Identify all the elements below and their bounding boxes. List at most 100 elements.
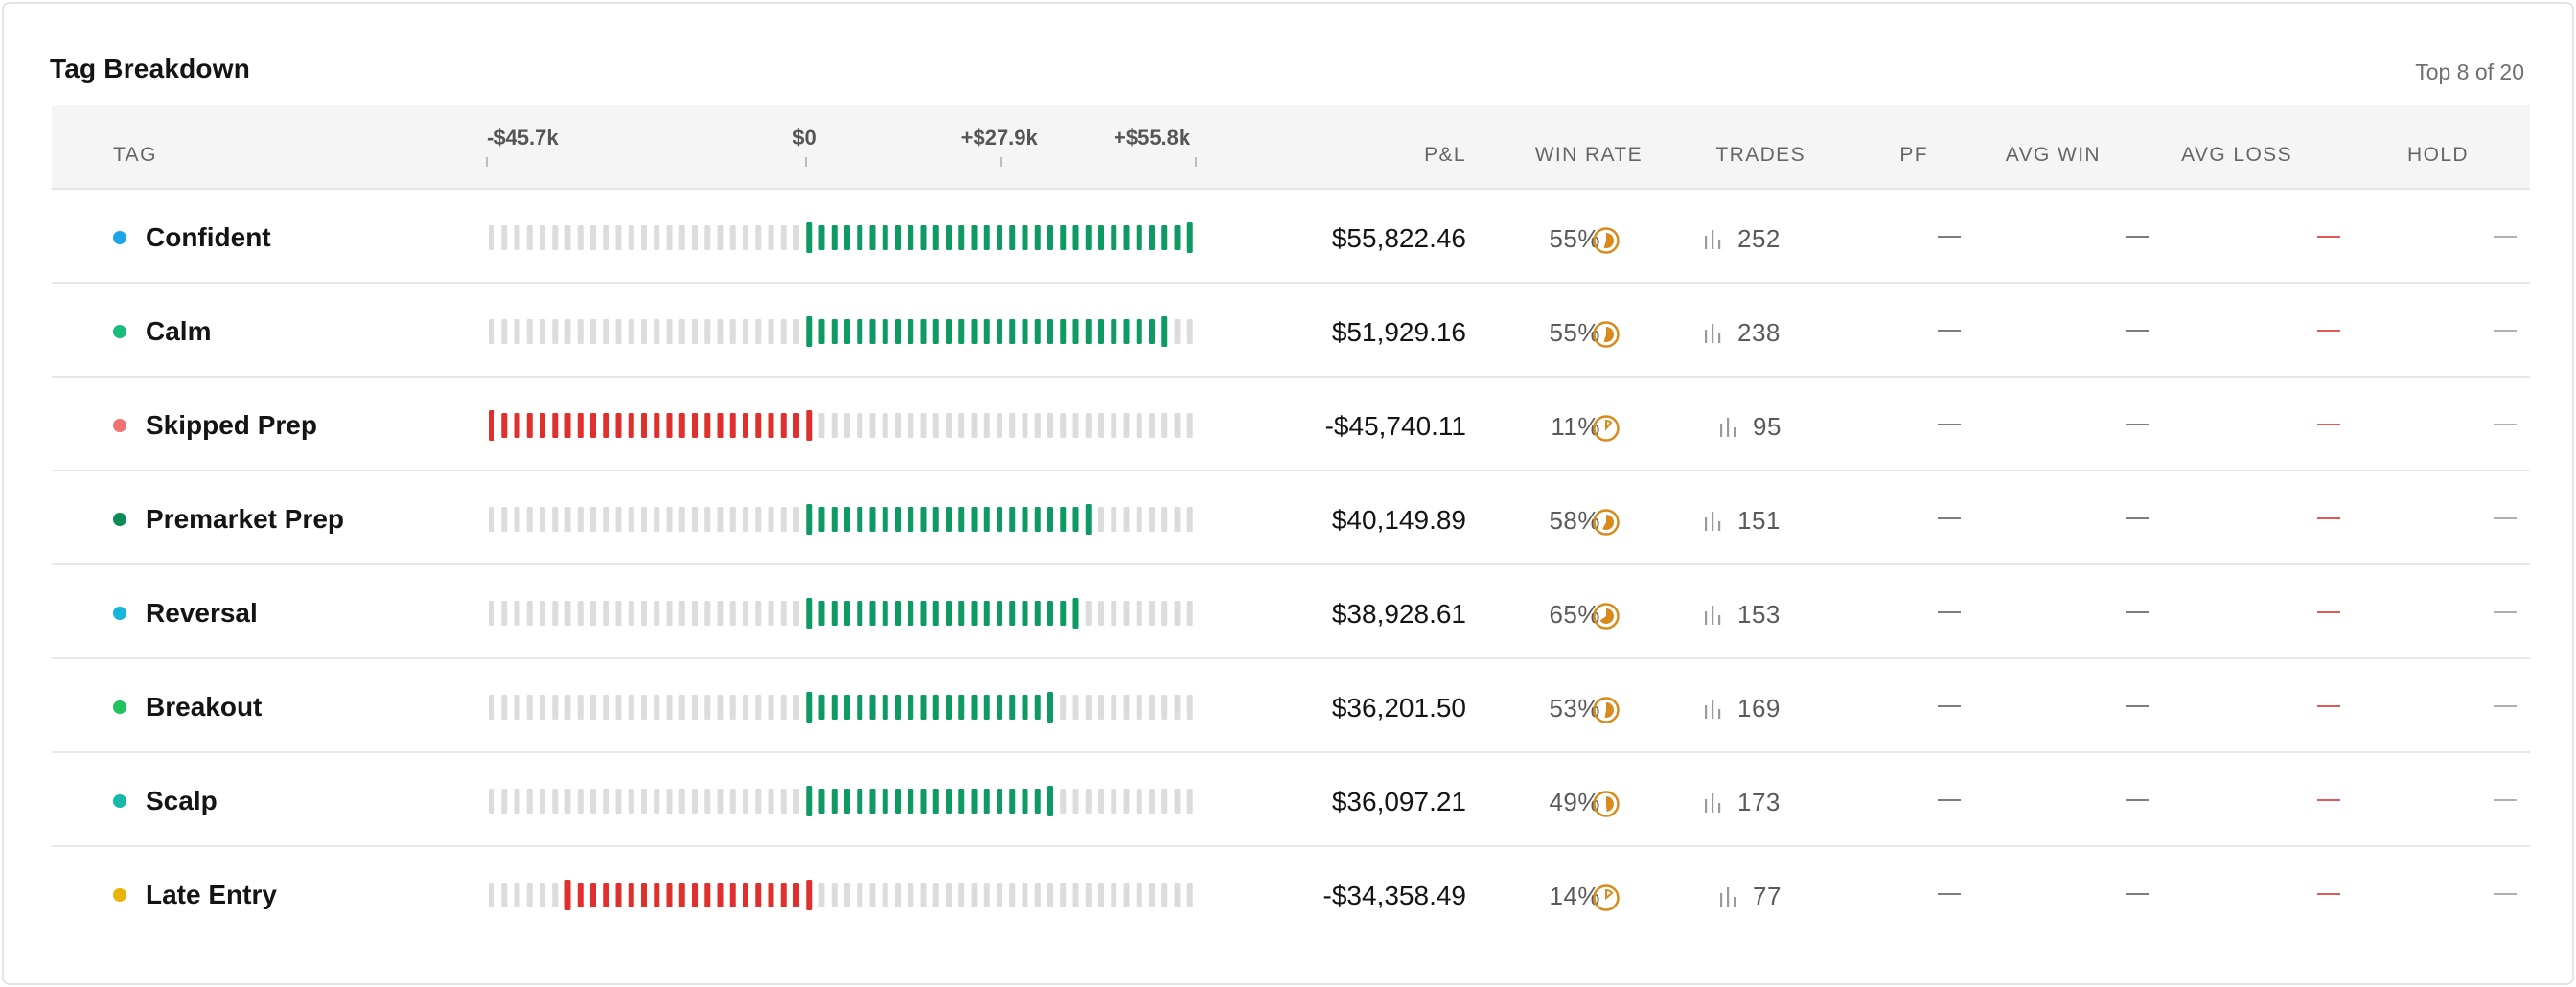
table-row[interactable]: Scalp $36,097.21 49% 173: [52, 753, 2530, 847]
column-header-pnl[interactable]: P&L: [1424, 144, 1466, 166]
pnl-bar: [489, 504, 1193, 535]
column-header-hold[interactable]: HOLD: [2407, 144, 2469, 166]
win-rate-pie-icon: [1593, 509, 1620, 536]
bar-segment: [932, 789, 939, 814]
bar-segment: [540, 507, 545, 532]
bar-segment: [1111, 601, 1117, 626]
bar-segment: [857, 601, 863, 626]
bar-segment: [958, 601, 965, 626]
bar-segment: [869, 319, 876, 344]
column-header-win-rate[interactable]: WIN RATE: [1534, 144, 1643, 166]
bar-segment: [1022, 507, 1028, 532]
column-header-pf[interactable]: PF: [1899, 144, 1928, 166]
column-header-tag[interactable]: TAG: [113, 144, 157, 166]
bar-segment: [971, 695, 978, 720]
tag-name[interactable]: Reversal: [146, 598, 258, 628]
bar-segment: [603, 413, 610, 438]
bar-segment: [818, 319, 825, 344]
tag-name[interactable]: Confident: [146, 222, 271, 252]
column-header-trades[interactable]: TRADES: [1715, 144, 1806, 166]
bar-segment: [997, 225, 1002, 250]
bar-segment: [1009, 225, 1016, 250]
column-header-avg-win[interactable]: AVG WIN: [2005, 144, 2101, 166]
bar-segment: [895, 413, 901, 438]
bar-segment: [768, 507, 774, 532]
bar-segment: [857, 883, 863, 907]
avg-loss-value: [2317, 330, 2340, 332]
bar-segment: [920, 789, 927, 814]
bar-segment: [1009, 319, 1016, 344]
bar-segment: [794, 789, 799, 814]
bar-segment: [1123, 507, 1130, 532]
bar-segment: [857, 225, 863, 250]
bar-segment: [1022, 883, 1028, 907]
table-row[interactable]: Late Entry -$34,358.49 14% 77: [52, 847, 2530, 941]
bar-segment: [1009, 413, 1016, 438]
bar-segment: [552, 225, 559, 250]
bar-segment: [564, 507, 571, 532]
bar-segment: [666, 413, 673, 438]
bar-segment: [806, 880, 813, 910]
bar-segment: [755, 601, 762, 626]
table-row[interactable]: Calm $51,929.16 55% 238: [52, 284, 2530, 378]
bar-segment: [743, 507, 748, 532]
table-row[interactable]: Premarket Prep $40,149.89 58% 151: [52, 471, 2530, 565]
bar-segment: [1009, 883, 1016, 907]
bar-segment: [678, 413, 685, 438]
bar-segment: [794, 225, 799, 250]
bar-segment: [983, 413, 990, 438]
bar-segment: [1186, 695, 1193, 720]
column-header-avg-loss[interactable]: AVG LOSS: [2181, 144, 2292, 166]
win-rate-pie-icon: [1593, 603, 1620, 630]
table-header: TAG -$45.7k $0 +$27.9k +$55.8k P&L WIN RATE…: [52, 105, 2530, 190]
bar-segment: [1111, 695, 1117, 720]
tag-name[interactable]: Calm: [146, 316, 212, 346]
table-row[interactable]: Skipped Prep -$45,740.11 11% 95: [52, 378, 2530, 471]
bar-segment: [641, 695, 647, 720]
bar-segment: [654, 507, 660, 532]
bar-segment: [932, 601, 939, 626]
bar-segment: [908, 319, 914, 344]
bar-segment: [615, 413, 622, 438]
pnl-value: $51,929.16: [1331, 317, 1466, 347]
table-row[interactable]: Confident $55,822.46 55% 252: [52, 190, 2530, 284]
bar-segment: [590, 507, 596, 532]
table-row[interactable]: Breakout $36,201.50 53% 169: [52, 659, 2530, 753]
bar-segment: [946, 225, 952, 250]
axis-tick: [1000, 157, 1002, 167]
bar-segment: [1085, 504, 1092, 535]
bar-segment: [1085, 225, 1092, 250]
bar-segment: [678, 507, 685, 532]
bar-segment: [704, 319, 711, 344]
bar-segment: [1123, 601, 1130, 626]
bar-segment: [1009, 601, 1016, 626]
tag-name[interactable]: Breakout: [146, 692, 263, 722]
bar-segment: [729, 883, 736, 907]
bar-segment: [1098, 695, 1104, 720]
bar-segment: [818, 413, 825, 438]
tag-name[interactable]: Late Entry: [146, 880, 277, 909]
axis-tick-label: -$45.7k: [487, 126, 559, 149]
bar-segment: [526, 413, 533, 438]
bar-segment: [1022, 789, 1028, 814]
bar-segment: [1123, 789, 1130, 814]
tag-name[interactable]: Skipped Prep: [146, 410, 317, 440]
card-meta: Top 8 of 20: [2415, 59, 2524, 84]
bar-segment: [806, 504, 813, 535]
table-row[interactable]: Reversal $38,928.61 65% 153: [52, 565, 2530, 659]
win-rate-pie-icon: [1593, 791, 1620, 817]
bar-segment: [1174, 319, 1181, 344]
bar-segment: [717, 413, 724, 438]
tag-name[interactable]: Scalp: [146, 786, 218, 815]
bar-segment: [590, 413, 596, 438]
bar-segment: [932, 695, 939, 720]
avg-loss-value: [2317, 611, 2340, 613]
tag-name[interactable]: Premarket Prep: [146, 504, 345, 534]
bar-segment: [857, 695, 863, 720]
bar-chart-icon: [1720, 887, 1736, 907]
bar-segment: [540, 601, 545, 626]
pnl-value: -$45,740.11: [1324, 411, 1466, 441]
bar-segment: [794, 883, 799, 907]
bar-segment: [857, 413, 863, 438]
bar-segment: [806, 692, 813, 723]
